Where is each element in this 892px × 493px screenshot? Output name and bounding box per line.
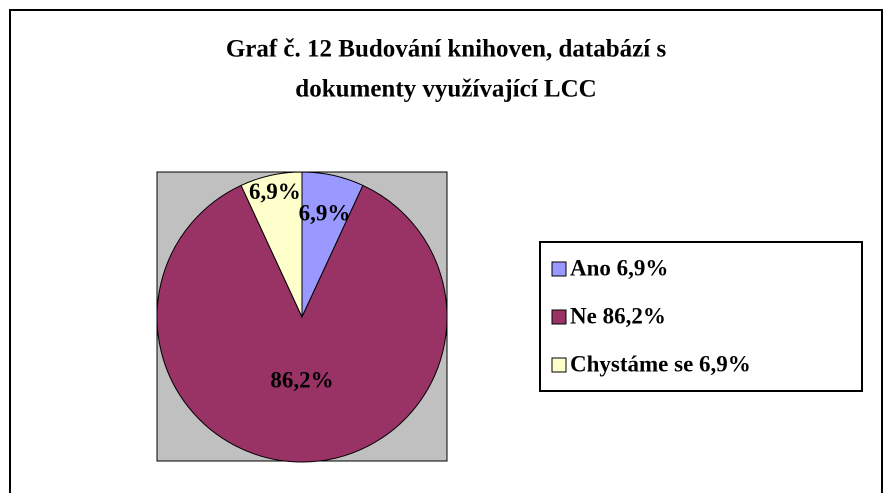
legend (539, 241, 863, 392)
legend-swatch (551, 309, 567, 325)
pie-slice (156, 184, 448, 463)
data-label: 6,9% (249, 179, 301, 204)
legend-label: Ne 86,2% (570, 303, 666, 328)
legend-label: Ano 6,9% (570, 255, 668, 280)
chart-frame (9, 9, 883, 493)
legend-label: Chystáme se 6,9% (570, 351, 751, 376)
legend-swatch (551, 357, 567, 373)
pie-slice (240, 171, 303, 318)
legend-swatch (551, 261, 567, 277)
chart-title: dokumenty využívající LCC (295, 76, 596, 103)
chart-title: Graf č. 12 Budování knihoven, databází s (226, 36, 667, 63)
data-label: 6,9% (299, 200, 351, 225)
data-label: 86,2% (270, 368, 333, 393)
